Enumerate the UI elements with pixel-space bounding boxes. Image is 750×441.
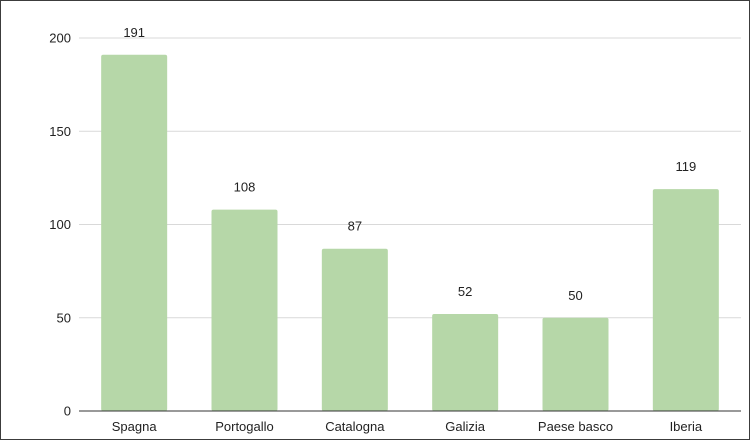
bar — [432, 314, 499, 411]
bar — [211, 209, 278, 411]
bar — [101, 54, 168, 411]
x-tick-label: Spagna — [112, 419, 158, 434]
x-tick-label: Paese basco — [538, 419, 613, 434]
data-label: 191 — [123, 25, 145, 40]
x-tick-label: Portogallo — [215, 419, 274, 434]
bar-layer — [101, 54, 719, 411]
bar — [542, 317, 609, 411]
bar — [321, 248, 388, 411]
data-label: 108 — [234, 180, 256, 195]
data-label: 52 — [458, 284, 472, 299]
y-tick-label: 100 — [49, 217, 71, 232]
y-tick-label: 0 — [64, 404, 71, 419]
data-label: 50 — [568, 288, 582, 303]
x-tick-label: Galizia — [445, 419, 486, 434]
y-tick-label: 200 — [49, 31, 71, 46]
bar — [652, 189, 719, 411]
data-label: 87 — [348, 219, 362, 234]
y-tick-label: 150 — [49, 124, 71, 139]
data-label: 119 — [675, 159, 696, 174]
grid-layer — [79, 37, 741, 319]
x-tick-label: Iberia — [670, 419, 703, 434]
label-layer: 0 50 100 150 200 191 Spagna 108 Portogallo 87 Cata… — [49, 25, 703, 434]
y-tick-label: 50 — [57, 310, 71, 325]
x-tick-label: Catalogna — [325, 419, 385, 434]
